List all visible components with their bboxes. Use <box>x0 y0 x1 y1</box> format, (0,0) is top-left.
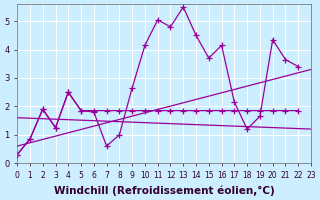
X-axis label: Windchill (Refroidissement éolien,°C): Windchill (Refroidissement éolien,°C) <box>54 185 275 196</box>
